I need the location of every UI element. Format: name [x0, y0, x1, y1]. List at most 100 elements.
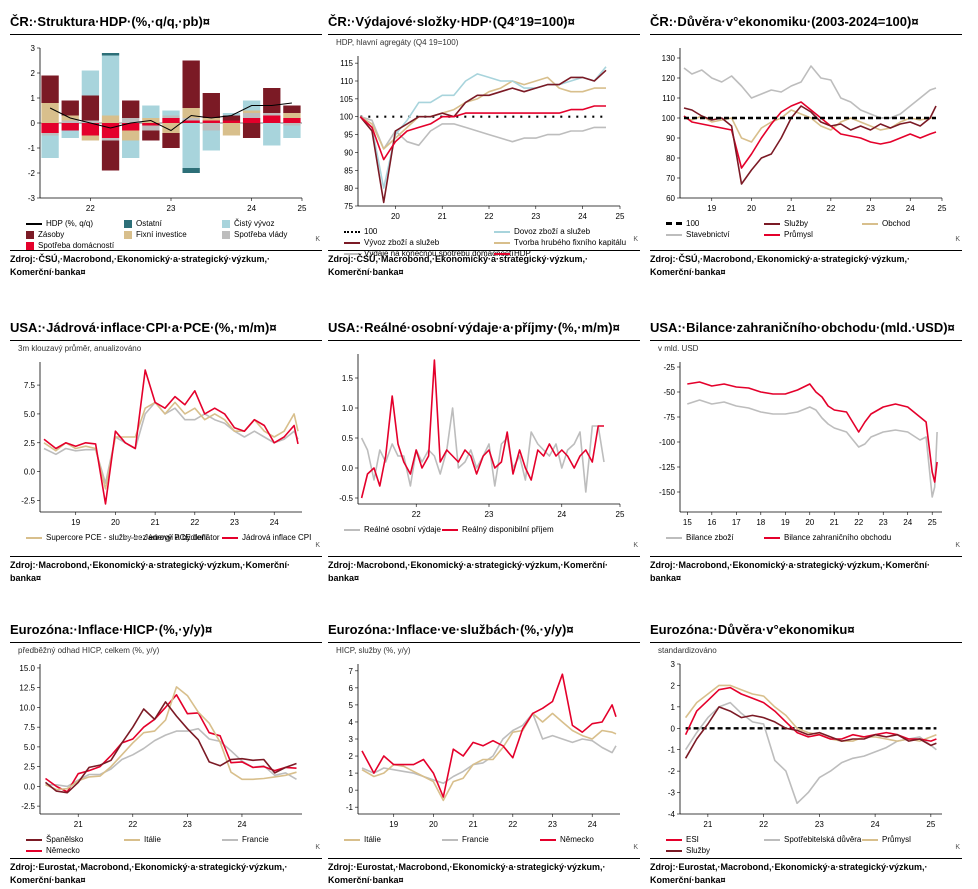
x-tick-label: 25: [298, 204, 307, 213]
y-tick-label: 100: [340, 113, 354, 122]
x-tick-label: 22: [759, 820, 768, 829]
legend-label: Německo: [560, 835, 594, 844]
y-tick-label: 110: [340, 77, 353, 86]
x-tick-label: 16: [707, 518, 716, 527]
x-tick-label: 24: [578, 212, 587, 221]
y-tick-label: -125: [659, 463, 676, 472]
bar-segment: [122, 140, 140, 158]
chart-source: Zdroj:·ČSÚ,·Macrobond,·Ekonomický·a·stra…: [328, 250, 640, 279]
series-line: [45, 701, 297, 794]
legend-label: Vývoz zboží a služeb: [364, 238, 440, 247]
bar-segment: [182, 60, 200, 108]
legend-item: Itálie: [344, 834, 381, 845]
legend-swatch: [764, 222, 780, 225]
legend-item: Služby: [764, 218, 808, 229]
x-tick-label: 21: [830, 518, 839, 527]
y-tick-label: 1: [349, 769, 354, 778]
legend-swatch: [344, 241, 360, 244]
x-tick-label: 23: [167, 204, 176, 213]
chart-svg: 75 80 85 90 95 100 105 110 115 20 21 22 23 24 25: [340, 56, 625, 221]
bar-segment: [263, 88, 281, 113]
legend-label: Bilance zahraničního obchodu: [784, 533, 892, 542]
legend-label: Ostatní: [136, 219, 162, 228]
x-tick-label: 20: [429, 820, 438, 829]
x-tick-label: 19: [781, 518, 790, 527]
y-tick-label: 7.5: [24, 381, 36, 390]
y-tick-label: 3: [31, 44, 36, 53]
chart-source: Zdroj:·Macrobond,·Ekonomický·a·strategic…: [328, 556, 640, 585]
x-tick-label: 23: [531, 212, 540, 221]
y-tick-label: -50: [663, 388, 675, 397]
series-line: [49, 102, 292, 132]
bar-segment: [142, 125, 160, 131]
legend-item: HDP: [494, 248, 531, 259]
chart-panel: ČR:·Struktura·HDP·(%,·q/q,·pb)¤ -3 -2 -1 0 1 2…: [10, 12, 322, 280]
legend-item: Jádrový PCE deflátor: [124, 532, 220, 543]
legend-label: Průmysl: [784, 230, 813, 239]
x-tick-label: 24: [903, 518, 912, 527]
y-tick-label: 130: [662, 54, 676, 63]
x-tick-label: 24: [906, 204, 915, 213]
legend-label: Španělsko: [46, 835, 84, 844]
bar-segment: [283, 105, 301, 113]
x-tick-label: 22: [128, 820, 137, 829]
y-tick-label: 2: [671, 681, 676, 690]
x-tick-label: 21: [703, 820, 712, 829]
bar-segment: [41, 135, 59, 158]
y-tick-label: 105: [340, 95, 354, 104]
bar-segment: [162, 118, 180, 123]
series-line: [361, 712, 617, 802]
legend-swatch: [344, 838, 360, 841]
legend-swatch: [666, 233, 682, 236]
chart-subtitle: standardizováno: [658, 646, 717, 655]
legend-swatch: [26, 241, 34, 250]
series-line: [43, 401, 299, 484]
legend-swatch: [124, 838, 140, 841]
chart-subtitle: HICP, služby (%, y/y): [336, 646, 411, 655]
series-line: [683, 101, 937, 169]
chart-svg: -2.5 0.0 2.5 5.0 7.5 19 20 21 22 23 24: [21, 362, 302, 527]
legend-swatch: [442, 528, 458, 531]
y-tick-label: -100: [659, 438, 676, 447]
bar-segment: [162, 123, 180, 133]
bar-segment: [61, 123, 79, 131]
y-tick-label: 2.5: [24, 439, 36, 448]
y-tick-label: -0.5: [339, 494, 353, 503]
y-tick-label: -150: [659, 488, 676, 497]
chart-source: Zdroj:·Macrobond,·Ekonomický·a·strategic…: [650, 556, 962, 585]
bar-segment: [81, 135, 100, 141]
series-line: [359, 105, 606, 161]
y-tick-label: -4: [668, 810, 676, 819]
y-tick-label: 5.0: [24, 410, 36, 419]
legend-label: Německo: [46, 846, 80, 855]
legend-swatch: [222, 219, 230, 228]
k-marker: K: [315, 844, 320, 851]
legend-item: Čistý vývoz: [222, 218, 274, 229]
y-tick-label: 115: [340, 59, 353, 68]
bar-segment: [61, 100, 79, 116]
bar-segment: [242, 110, 261, 113]
legend-item: Německo: [540, 834, 594, 845]
series-line: [683, 105, 937, 185]
y-tick-label: 7: [349, 667, 354, 676]
chart-subtitle: v mld. USD: [658, 344, 699, 353]
bar-segment: [182, 120, 200, 123]
series-line: [361, 712, 617, 785]
legend-swatch: [666, 222, 682, 226]
bar-segment: [202, 123, 220, 131]
bar-segment: [122, 130, 140, 141]
legend-swatch: [344, 230, 360, 233]
legend-item: Fixní investice: [124, 229, 187, 240]
legend-swatch: [222, 536, 238, 539]
k-marker: K: [633, 236, 638, 243]
legend-label: Jádrový PCE deflátor: [144, 533, 220, 542]
bar-segment: [122, 100, 140, 118]
bar-segment: [222, 123, 241, 136]
chart-source: Zdroj:·Eurostat,·Macrobond,·Ekonomický·a…: [650, 858, 962, 887]
bar-segment: [81, 120, 100, 123]
chart-source: Zdroj:·Eurostat,·Macrobond,·Ekonomický·a…: [10, 858, 322, 887]
y-tick-label: 15.0: [19, 664, 35, 673]
chart-svg: 60 70 80 90 100 110 120 130 19 20 21 22 23 24 25: [662, 48, 947, 213]
k-marker: K: [955, 542, 960, 549]
bar-segment: [283, 113, 301, 118]
